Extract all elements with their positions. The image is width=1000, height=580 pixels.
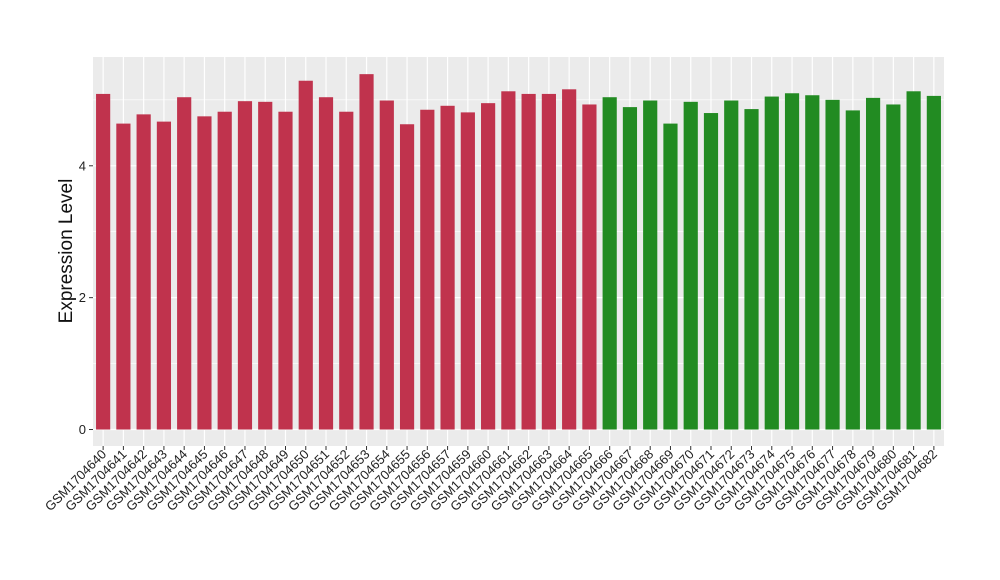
bar [318,97,334,430]
bar [298,80,313,430]
bar [399,124,415,430]
bar [906,91,921,430]
bar [602,97,617,430]
bar [744,109,759,430]
bar [177,97,192,430]
bar [663,123,678,430]
bar [562,89,577,430]
bar [582,104,597,430]
bar [278,111,293,430]
bar [440,105,455,430]
bar [643,100,658,430]
bar [237,101,253,430]
bar [764,96,779,430]
bar [784,93,800,430]
bar [724,100,739,430]
bar [521,93,536,430]
bar [926,95,941,430]
bar [845,110,860,430]
bar [136,114,151,430]
bar [339,111,354,430]
bar [622,107,638,430]
x-axis: GSM1704640GSM1704641GSM1704642GSM1704643… [42,446,940,514]
bar [703,113,719,430]
bar [258,101,273,430]
bar [96,93,111,430]
bar [481,103,496,430]
bar [683,101,698,430]
bar [886,104,901,430]
y-tick-label: 4 [79,158,86,173]
y-axis: 0 2 4 [79,158,93,437]
bar [805,95,820,430]
bar [116,123,131,430]
y-axis-title: Expression Level [56,179,77,324]
y-tick-label: 0 [79,422,86,437]
bar [865,97,881,430]
bar [217,111,232,430]
bar [156,121,172,430]
bar [359,74,374,430]
bar [825,99,840,430]
bar [379,100,394,430]
bar [541,93,556,430]
bar [501,91,516,430]
plot-panel [93,57,944,446]
bar [420,109,435,430]
y-tick-label: 2 [79,290,86,305]
bar [460,112,475,430]
bar [197,116,212,430]
bars [96,74,941,430]
